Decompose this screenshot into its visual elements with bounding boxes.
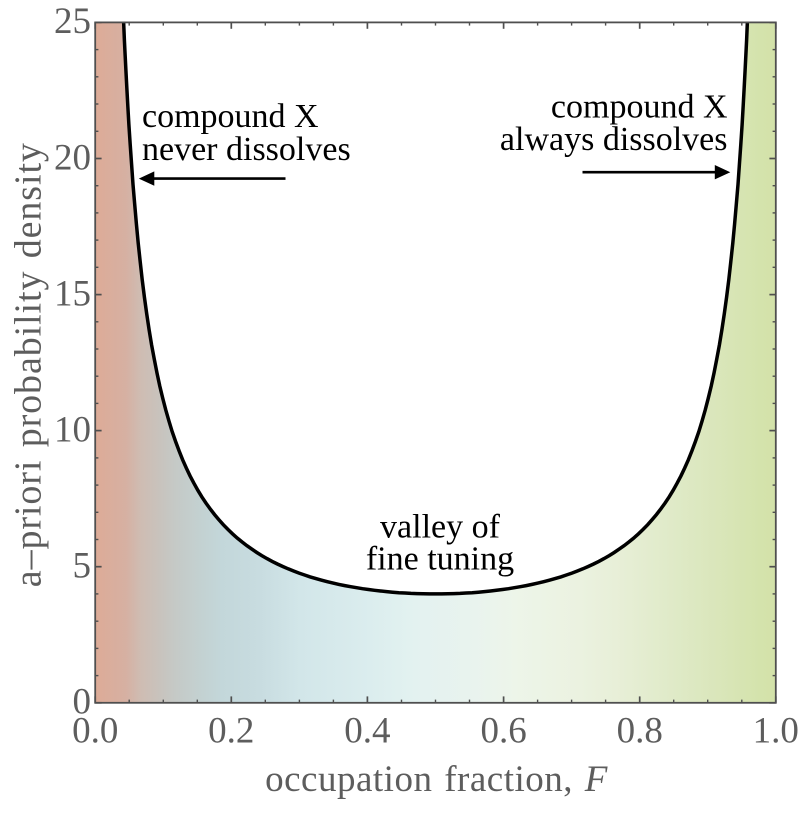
svg-text:valley of: valley of [380,509,501,546]
svg-text:1.0: 1.0 [753,711,799,752]
svg-text:never dissolves: never dissolves [142,131,351,168]
svg-text:fine tuning: fine tuning [366,541,514,578]
svg-text:25: 25 [54,1,91,42]
svg-text:15: 15 [54,273,91,314]
svg-text:5: 5 [73,546,92,587]
svg-text:0.8: 0.8 [617,711,663,752]
svg-text:compound X: compound X [551,89,728,126]
svg-text:0.2: 0.2 [208,711,254,752]
svg-text:0: 0 [73,682,92,723]
svg-text:a–priori probability density: a–priori probability density [8,142,50,587]
svg-text:compound X: compound X [142,98,319,135]
svg-text:0.4: 0.4 [344,711,390,752]
svg-text:occupation fraction, F: occupation fraction, F [265,759,608,800]
svg-text:20: 20 [54,137,91,178]
svg-text:0.0: 0.0 [72,711,118,752]
svg-text:10: 10 [54,409,91,450]
svg-text:always dissolves: always dissolves [500,121,728,158]
svg-text:0.6: 0.6 [480,711,526,752]
